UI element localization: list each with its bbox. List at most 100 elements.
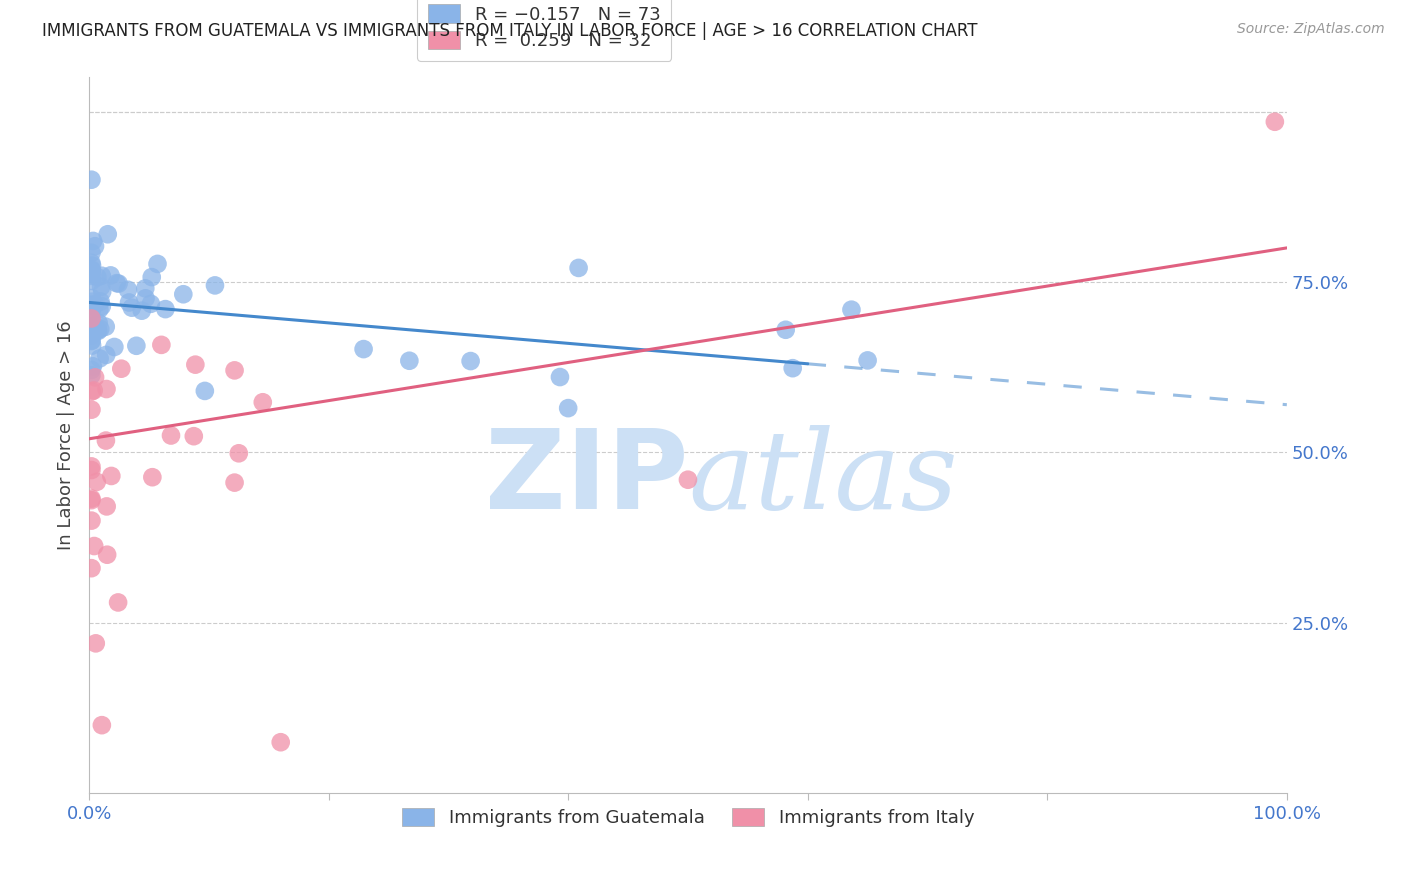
Point [121,301,143,315]
Point [80,402,103,417]
Point [100,469,122,483]
Point [150,338,173,352]
Point [80,263,103,277]
Point [224,363,246,377]
Point [155,302,177,317]
Point [94,319,117,334]
Point [82,359,104,374]
Point [80,245,103,260]
Point [80,304,103,318]
Point [80,319,103,334]
Point [90,294,112,309]
Point [557,401,579,416]
Point [856,353,879,368]
Point [782,361,804,376]
Point [183,429,205,443]
Point [568,260,591,275]
Point [184,358,207,372]
Point [96,348,118,362]
Point [87,316,110,330]
Point [80,363,103,377]
Point [80,299,103,313]
Point [125,339,148,353]
Point [80,256,103,270]
Point [80,334,103,348]
Point [86,475,108,489]
Point [80,312,103,326]
Point [141,470,163,484]
Point [80,262,103,277]
Point [80,266,103,280]
Point [82,234,104,248]
Point [80,561,103,575]
Point [80,311,103,326]
Point [96,548,118,562]
Point [87,324,110,338]
Point [94,434,117,448]
Point [204,278,226,293]
Point [80,334,103,348]
Point [89,351,111,366]
Point [80,291,103,305]
Point [80,384,103,399]
Point [107,277,129,291]
Point [84,239,107,253]
Point [89,322,111,336]
Point [228,446,250,460]
Point [194,384,217,398]
Point [80,297,103,311]
Point [83,384,105,398]
Point [84,370,107,384]
Point [86,270,108,285]
Point [82,338,104,352]
Point [224,475,246,490]
Point [80,328,103,343]
Point [107,595,129,609]
Point [103,340,125,354]
Point [146,257,169,271]
Text: atlas: atlas [688,425,957,533]
Point [105,276,128,290]
Point [84,636,107,650]
Point [80,327,103,342]
Point [89,302,111,317]
Point [90,268,112,283]
Point [80,368,103,383]
Point [117,283,139,297]
Point [100,268,122,283]
Point [80,323,103,337]
Point [80,274,103,288]
Point [110,361,132,376]
Point [96,500,118,514]
Legend: Immigrants from Guatemala, Immigrants from Italy: Immigrants from Guatemala, Immigrants fr… [395,801,981,834]
Point [90,279,112,293]
Point [141,270,163,285]
Point [86,323,108,337]
Point [131,303,153,318]
Point [270,735,292,749]
Point [135,291,157,305]
Point [80,259,103,273]
Point [841,302,863,317]
Point [252,395,274,409]
Point [80,294,103,309]
Point [90,299,112,313]
Point [80,459,103,474]
Point [118,295,141,310]
Point [96,382,118,396]
Point [172,287,194,301]
Point [548,370,571,384]
Point [139,297,162,311]
Point [80,323,103,337]
Point [91,285,114,299]
Point [97,227,120,242]
Text: IMMIGRANTS FROM GUATEMALA VS IMMIGRANTS FROM ITALY IN LABOR FORCE | AGE > 16 COR: IMMIGRANTS FROM GUATEMALA VS IMMIGRANTS … [42,22,977,40]
Point [460,354,482,368]
Point [80,268,103,283]
Point [398,353,420,368]
Point [83,298,105,312]
Point [90,718,112,732]
Text: ZIP: ZIP [485,425,688,532]
Text: Source: ZipAtlas.com: Source: ZipAtlas.com [1237,22,1385,37]
Point [676,473,699,487]
